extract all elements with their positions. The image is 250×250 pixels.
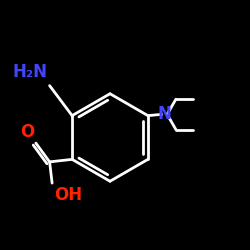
- Text: OH: OH: [54, 186, 83, 204]
- Text: O: O: [20, 122, 34, 140]
- Text: N: N: [157, 106, 171, 123]
- Text: H₂N: H₂N: [12, 62, 47, 80]
